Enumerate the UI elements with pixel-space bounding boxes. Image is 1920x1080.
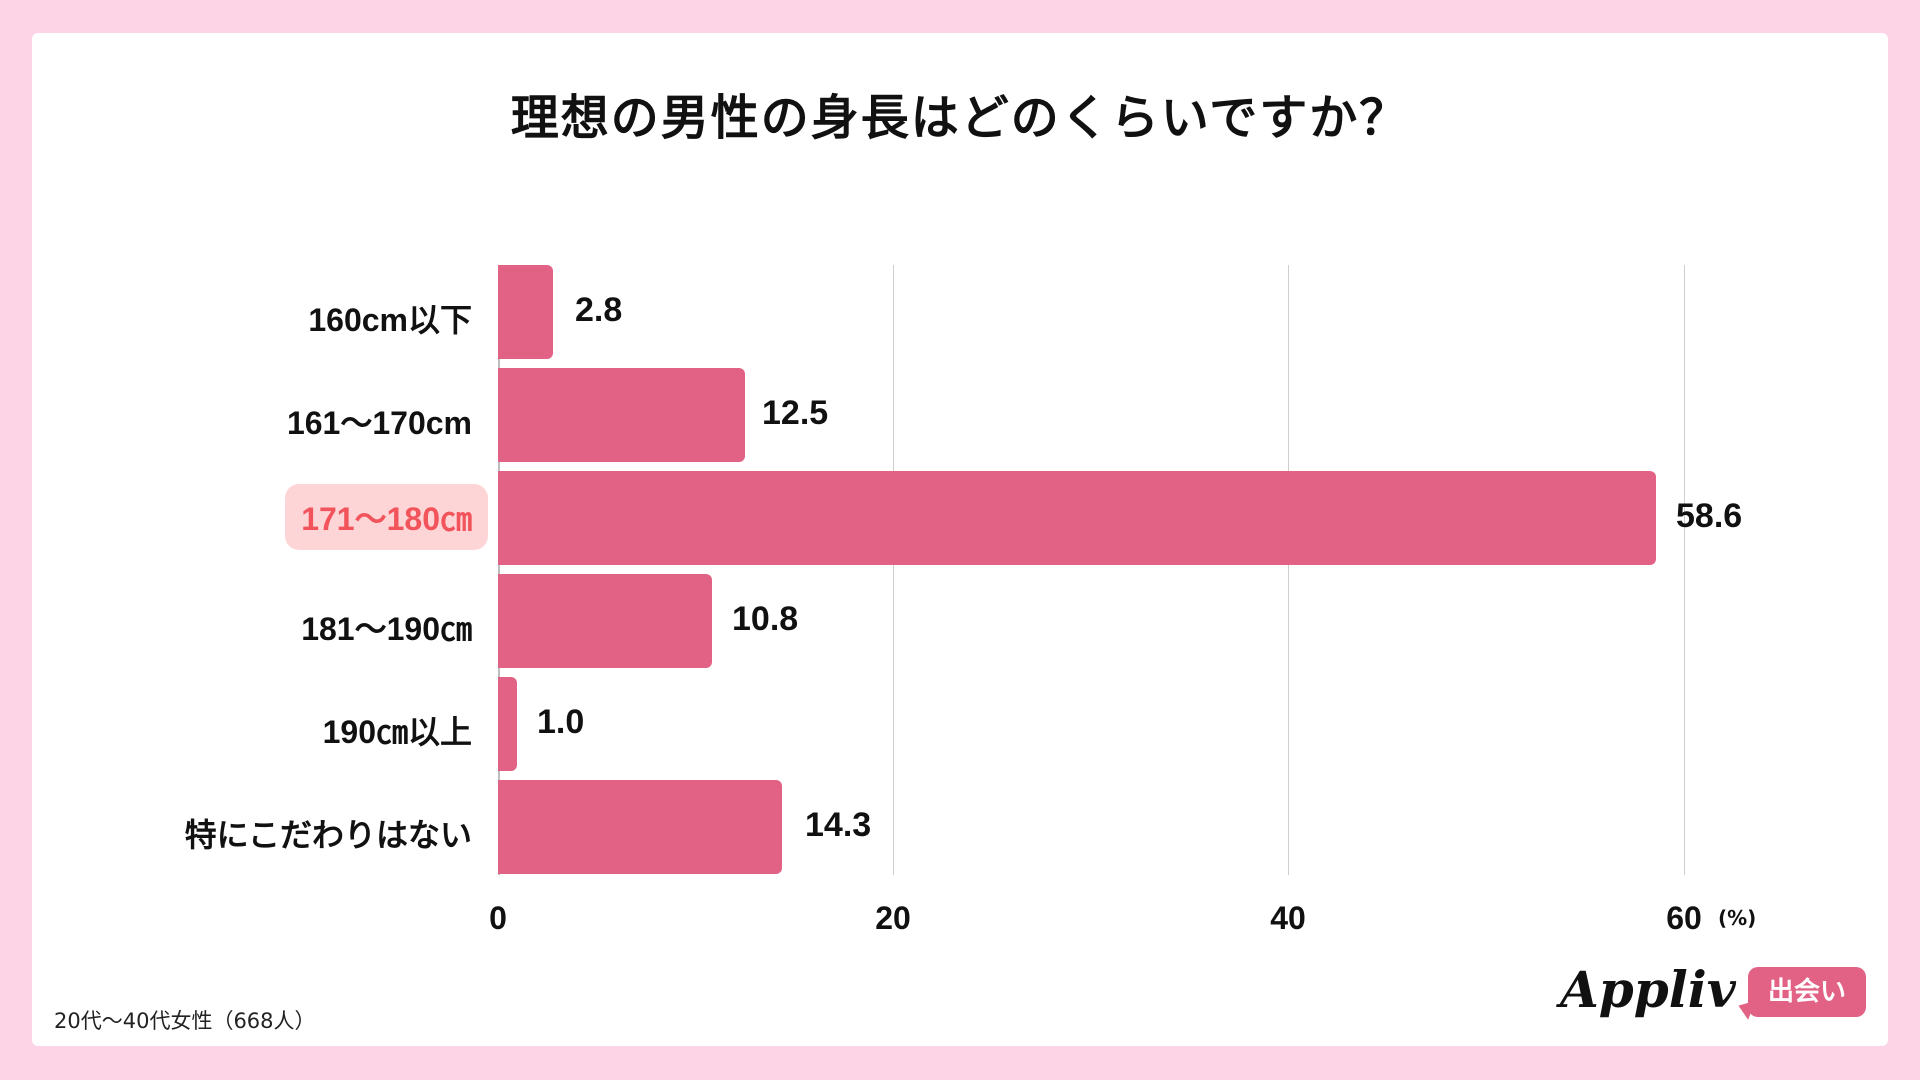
value-label: 12.5 — [762, 394, 829, 432]
bar — [498, 677, 517, 771]
value-label: 10.8 — [732, 600, 799, 638]
x-axis-unit: (%) — [1718, 906, 1757, 930]
plot-area: 2.8 12.5 58.6 10.8 1.0 14.3 — [498, 265, 1742, 875]
chart-title: 理想の男性の身長はどのくらいですか？ — [510, 90, 1410, 146]
value-label: 14.3 — [805, 806, 872, 844]
bar — [498, 471, 1656, 565]
y-axis-line — [498, 265, 500, 875]
bar — [498, 265, 553, 359]
bar — [498, 780, 782, 874]
brand-logo: Appliv — [1560, 960, 1736, 1019]
x-tick: 60 — [1666, 900, 1702, 936]
x-tick: 20 — [875, 900, 911, 936]
x-tick: 0 — [489, 900, 507, 936]
category-label: 160cm以下 — [308, 302, 472, 338]
value-label: 2.8 — [575, 291, 623, 329]
bar — [498, 574, 712, 668]
x-tick: 40 — [1270, 900, 1306, 936]
category-label: 190㎝以上 — [322, 714, 472, 750]
category-label: 特にこだわりはない — [184, 817, 472, 853]
value-label: 1.0 — [537, 703, 585, 741]
brand-badge: 出会い — [1748, 967, 1866, 1017]
category-label-highlighted: 171〜180㎝ — [285, 484, 488, 550]
gridline-20 — [893, 265, 894, 875]
category-label: 181〜190㎝ — [301, 611, 472, 647]
gridline-40 — [1288, 265, 1289, 875]
bar — [498, 368, 745, 462]
sample-note: 20代〜40代女性（668人） — [54, 1009, 316, 1033]
value-label: 58.6 — [1676, 497, 1743, 535]
gridline-60 — [1684, 265, 1685, 875]
category-label: 161〜170cm — [286, 405, 472, 441]
